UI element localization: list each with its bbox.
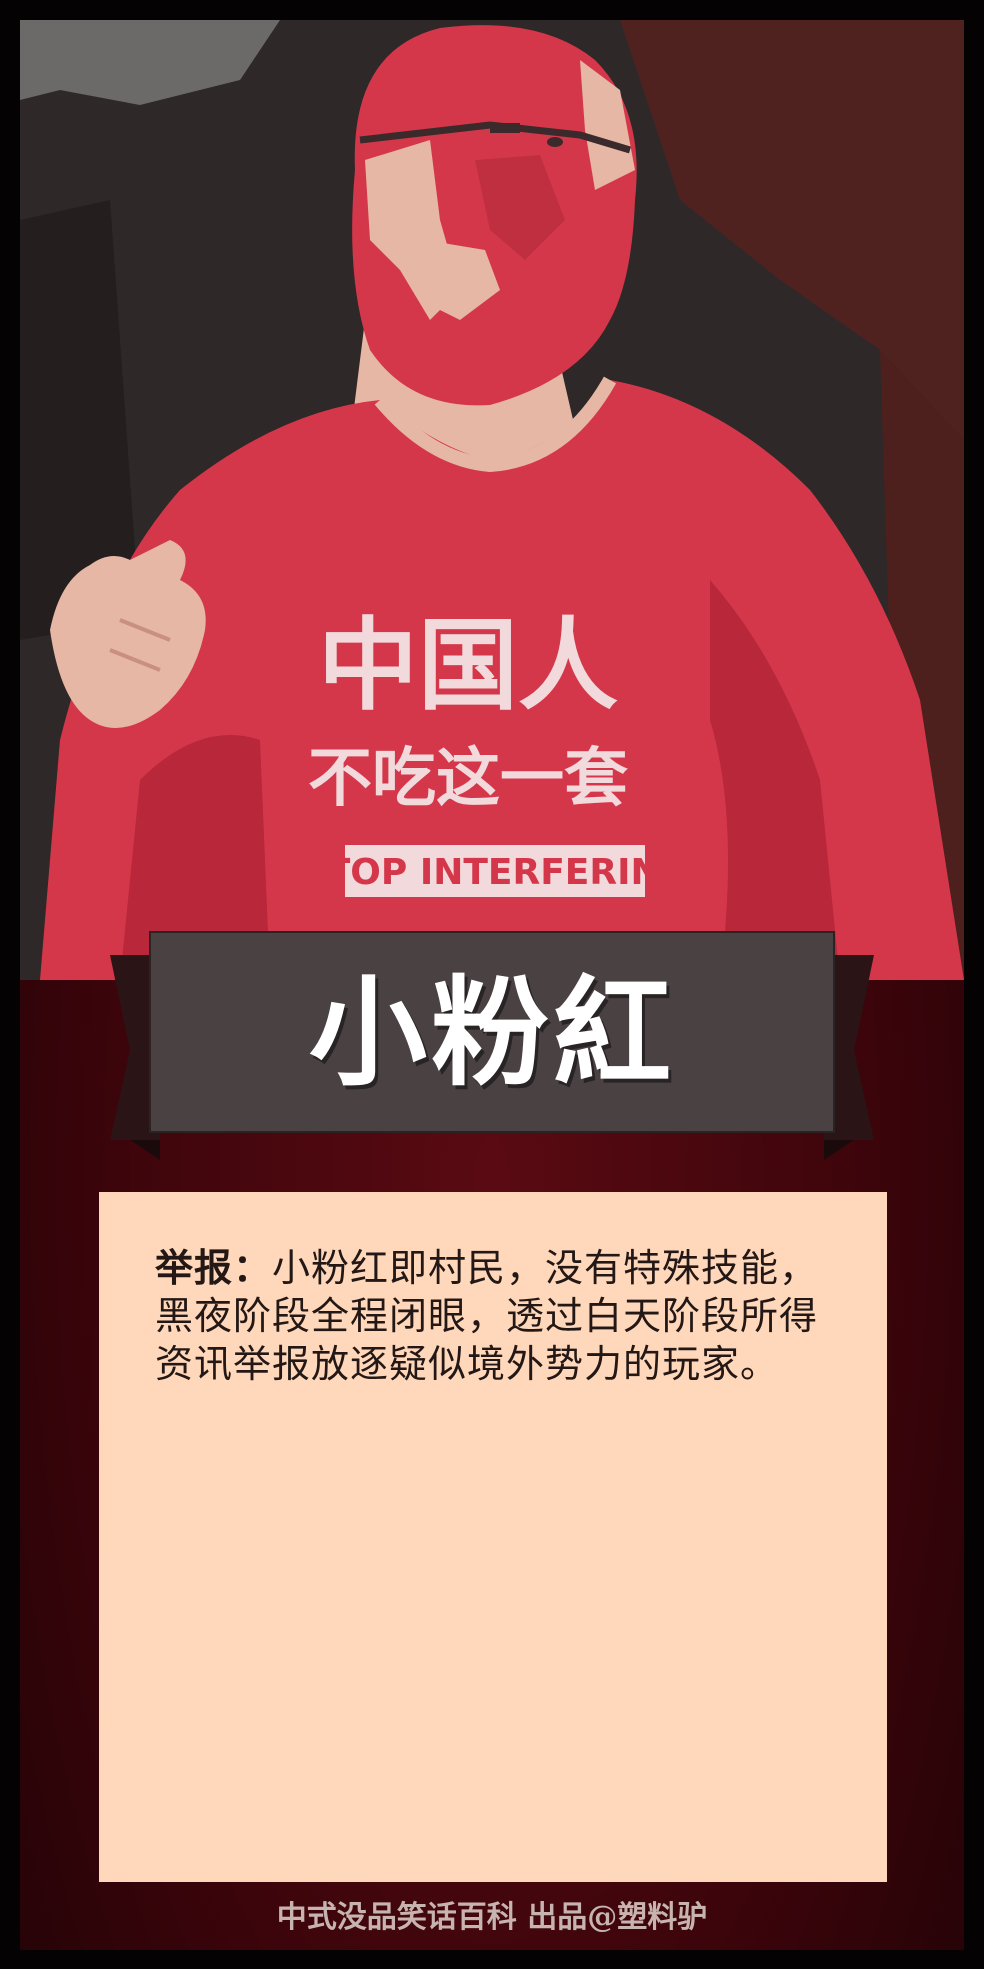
shirt-line-3: STOP INTERFERING [300, 852, 690, 893]
role-description: 举报：小粉红即村民，没有特殊技能，黑夜阶段全程闭眼，透过白天阶段所得资讯举报放逐… [155, 1244, 833, 1388]
role-title: 小粉紅 [308, 962, 675, 1102]
shirt-line-2: 不吃这一套 [308, 742, 628, 816]
card-background: 中国人 不吃这一套 STOP INTERFERING 小粉紅 举报：小粉红即村 [20, 20, 964, 1950]
title-banner: 小粉紅 [20, 910, 964, 1160]
ribbon-shape [110, 931, 874, 1160]
description-text: 小粉红即村民，没有特殊技能，黑夜阶段全程闭眼，透过白天阶段所得资讯举报放逐疑似境… [155, 1246, 819, 1386]
footer-credit: 中式没品笑话百科 出品@塑料驴 [276, 1900, 708, 1935]
portrait-illustration: 中国人 不吃这一套 STOP INTERFERING [20, 20, 964, 980]
shirt-line-1: 中国人 [318, 607, 618, 724]
character-portrait: 中国人 不吃这一套 STOP INTERFERING [20, 20, 964, 980]
description-box: 举报：小粉红即村民，没有特殊技能，黑夜阶段全程闭眼，透过白天阶段所得资讯举报放逐… [99, 1192, 887, 1882]
description-label: 举报： [155, 1246, 273, 1290]
